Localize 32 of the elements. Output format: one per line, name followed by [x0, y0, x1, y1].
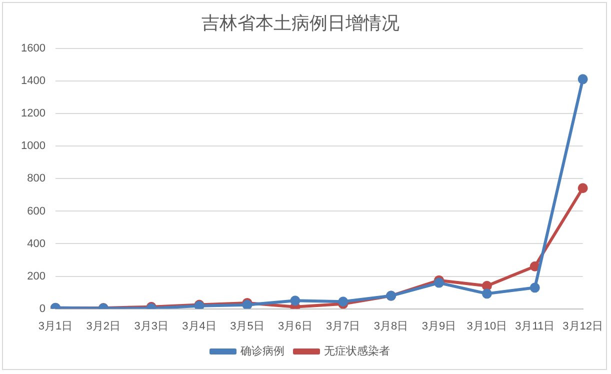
x-tick-label: 3月10日: [466, 320, 508, 332]
x-tick-label: 3月4日: [182, 320, 216, 332]
x-tick-label: 3月12日: [562, 320, 604, 332]
y-tick-label: 1600: [20, 42, 46, 55]
x-tick-label: 3月3日: [134, 320, 168, 332]
point: [530, 282, 540, 293]
point: [482, 288, 492, 299]
chart-title: 吉林省本土病例日增情况: [202, 12, 400, 33]
y-tick-label: 800: [27, 172, 46, 185]
x-tick-label: 3月11日: [515, 320, 555, 332]
x-tick-label: 3月9日: [422, 320, 456, 332]
x-tick-label: 3月5日: [230, 320, 264, 332]
y-tick-label: 1000: [20, 140, 46, 152]
x-tick-label: 3月2日: [86, 320, 121, 332]
point: [434, 278, 444, 288]
y-tick-label: 0: [39, 302, 46, 315]
point: [530, 261, 540, 272]
point: [578, 74, 588, 84]
x-tick-label: 3月7日: [326, 320, 360, 332]
point: [578, 183, 588, 194]
point: [290, 296, 300, 306]
legend-label: 确诊病例: [240, 344, 284, 358]
x-tick-label: 3月6日: [278, 320, 312, 332]
legend-label: 无症状感染者: [324, 344, 390, 358]
y-tick-label: 600: [27, 205, 46, 218]
y-tick-label: 200: [27, 270, 46, 282]
x-tick-label: 3月1日: [38, 320, 73, 332]
x-tick-label: 3月8日: [374, 320, 408, 332]
point: [482, 280, 492, 291]
y-tick-label: 400: [27, 238, 46, 250]
y-tick-label: 1400: [20, 75, 46, 88]
y-tick-label: 1200: [20, 108, 46, 120]
